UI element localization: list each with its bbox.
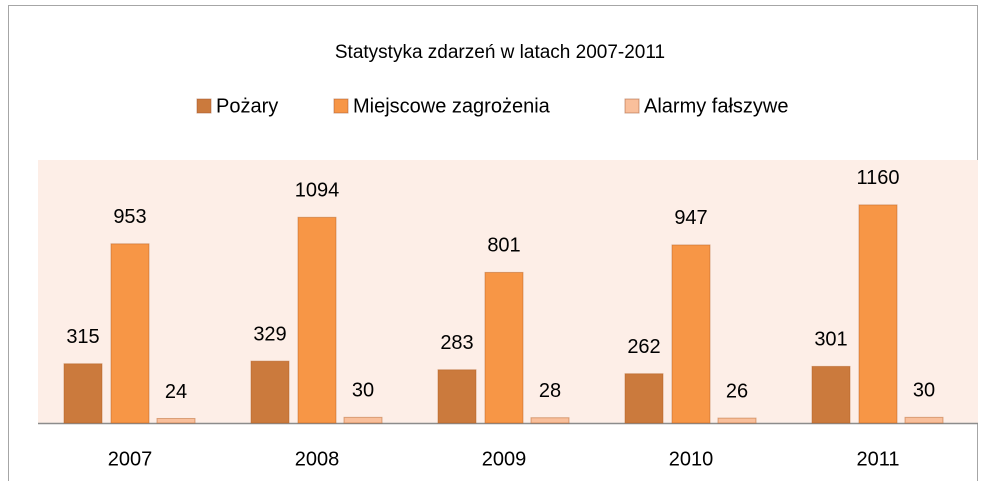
legend-swatch (333, 98, 349, 114)
data-label: 30 (352, 380, 374, 402)
x-tick-label: 2009 (482, 448, 527, 470)
data-label: 26 (726, 380, 748, 402)
bar (484, 271, 524, 424)
bar (250, 360, 290, 424)
legend-label: Pożary (216, 95, 278, 117)
x-tick-label: 2010 (669, 448, 714, 470)
bar (63, 363, 103, 424)
bar (530, 417, 570, 424)
x-tick-label: 2008 (295, 448, 340, 470)
data-label: 283 (440, 332, 473, 354)
data-label: 315 (66, 326, 99, 348)
data-label: 1160 (856, 167, 899, 189)
bar (717, 417, 757, 424)
x-tick-label: 2011 (856, 448, 899, 470)
data-label: 28 (539, 380, 561, 402)
legend-swatch (624, 98, 640, 114)
x-tick-label: 2007 (108, 448, 153, 470)
bar (811, 365, 851, 424)
data-label: 1094 (295, 180, 340, 202)
data-label: 329 (253, 323, 286, 345)
chart-title: Statystyka zdarzeń w latach 2007-2011 (335, 42, 665, 63)
legend-swatch (196, 98, 212, 114)
data-label: 262 (627, 336, 660, 358)
bar (437, 369, 477, 424)
legend-label: Alarmy fałszywe (644, 95, 788, 117)
data-label: 801 (487, 235, 520, 257)
data-label: 24 (165, 381, 187, 403)
bar (343, 416, 383, 424)
data-label: 30 (913, 380, 935, 402)
data-label: 301 (814, 329, 847, 351)
bar (671, 244, 711, 424)
bar (297, 216, 337, 424)
bar (156, 417, 196, 424)
bar (110, 243, 150, 424)
legend-label: Miejscowe zagrożenia (353, 95, 551, 117)
bar (624, 373, 664, 424)
bar (904, 416, 944, 424)
data-label: 953 (113, 206, 146, 228)
bar (858, 204, 898, 424)
data-label: 947 (674, 207, 707, 229)
